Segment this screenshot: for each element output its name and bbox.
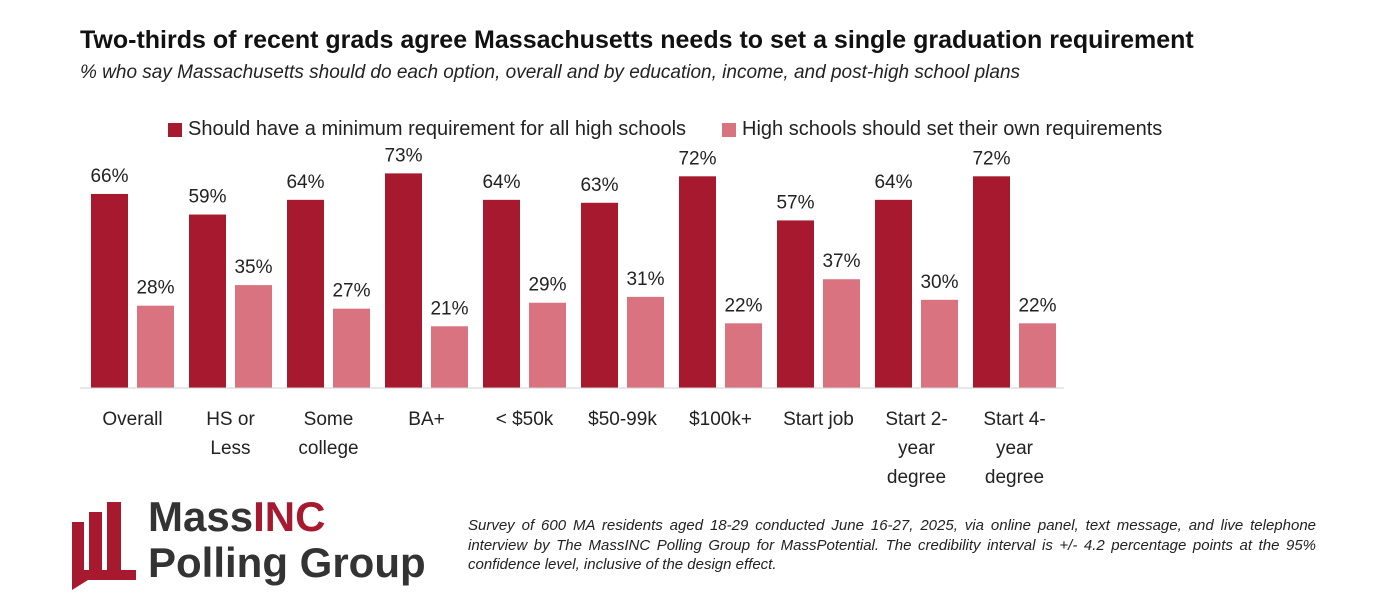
- data-label-own-3: 21%: [430, 298, 468, 319]
- legend-swatch-own: [722, 122, 737, 137]
- bar-minimum-0: [91, 193, 128, 388]
- category-label-2-line-1: college: [298, 438, 358, 459]
- data-label-own-9: 22%: [1018, 295, 1056, 316]
- data-label-own-8: 30%: [920, 272, 958, 293]
- data-label-minimum-7: 57%: [776, 192, 814, 213]
- bar-minimum-7: [777, 220, 814, 388]
- category-label-9-line-1: year: [996, 438, 1034, 459]
- category-label-1-line-0: HS or: [206, 409, 255, 430]
- legend: Should have a minimum requirement for al…: [168, 118, 1162, 141]
- bar-minimum-4: [483, 199, 520, 388]
- chart-title: Two-thirds of recent grads agree Massach…: [80, 26, 1194, 54]
- category-label-3-line-0: BA+: [408, 409, 444, 430]
- data-label-own-1: 35%: [234, 257, 272, 278]
- data-label-minimum-5: 63%: [580, 175, 618, 196]
- data-label-minimum-4: 64%: [482, 172, 520, 193]
- legend-item-own: High schools should set their own requir…: [722, 118, 1162, 141]
- bar-minimum-6: [679, 176, 716, 388]
- data-label-own-5: 31%: [626, 269, 664, 290]
- logo-text-inc: INC: [253, 493, 326, 540]
- bar-minimum-3: [385, 173, 422, 388]
- bar-own-8: [921, 299, 958, 388]
- bar-chart: 66% 28% Overall 59% 35% HS or Less 64% 27% Some co…: [80, 145, 1064, 488]
- bar-minimum-8: [875, 199, 912, 388]
- category-label-9-line-2: degree: [985, 467, 1044, 488]
- category-label-7-line-0: Start job: [783, 409, 854, 430]
- data-label-own-2: 27%: [332, 281, 370, 302]
- bar-own-9: [1019, 323, 1056, 388]
- bar-minimum-2: [287, 199, 324, 388]
- data-label-own-7: 37%: [822, 251, 860, 272]
- legend-item-minimum: Should have a minimum requirement for al…: [168, 118, 686, 141]
- category-label-2-line-0: Some: [304, 409, 354, 430]
- bar-minimum-1: [189, 214, 226, 388]
- category-label-0-line-0: Overall: [102, 409, 162, 430]
- data-label-minimum-8: 64%: [874, 172, 912, 193]
- data-label-minimum-9: 72%: [972, 148, 1010, 169]
- category-label-8-line-1: year: [898, 438, 936, 459]
- category-label-9-line-0: Start 4-: [983, 409, 1045, 430]
- bar-own-2: [333, 308, 370, 388]
- bar-own-7: [823, 279, 860, 388]
- data-label-own-4: 29%: [528, 275, 566, 296]
- data-label-minimum-6: 72%: [678, 148, 716, 169]
- legend-label-minimum: Should have a minimum requirement for al…: [188, 118, 687, 140]
- chart-subtitle: % who say Massachusetts should do each o…: [80, 62, 1021, 83]
- logo-text-polling-group: Polling Group: [148, 539, 426, 586]
- bar-own-0: [137, 305, 174, 388]
- bar-own-5: [627, 296, 664, 388]
- bar-own-3: [431, 326, 468, 388]
- bar-minimum-9: [973, 176, 1010, 388]
- data-label-own-6: 22%: [724, 295, 762, 316]
- data-label-minimum-3: 73%: [384, 145, 422, 166]
- legend-swatch-minimum: [168, 122, 182, 137]
- bar-own-6: [725, 323, 762, 388]
- category-label-8-line-0: Start 2-: [885, 409, 947, 430]
- category-label-5-line-0: $50-99k: [588, 409, 657, 430]
- bar-minimum-5: [581, 202, 618, 388]
- methodology-footnote: Survey of 600 MA residents aged 18-29 co…: [468, 517, 1316, 573]
- data-label-own-0: 28%: [136, 278, 174, 299]
- legend-label-own: High schools should set their own requir…: [742, 118, 1163, 140]
- data-label-minimum-0: 66%: [90, 166, 128, 187]
- category-label-1-line-1: Less: [210, 438, 250, 459]
- bar-own-1: [235, 285, 272, 388]
- data-label-minimum-2: 64%: [286, 172, 324, 193]
- logo-wordmark: MassINC Polling Group: [148, 496, 426, 584]
- category-label-4-line-0: < $50k: [496, 409, 554, 430]
- category-label-6-line-0: $100k+: [689, 409, 752, 430]
- logo-text-mass: Mass: [148, 493, 254, 540]
- data-label-minimum-1: 59%: [188, 187, 226, 208]
- category-label-8-line-2: degree: [887, 467, 946, 488]
- massinc-logo: MassINC Polling Group: [70, 496, 450, 592]
- logo-bars-icon: [72, 502, 136, 590]
- bar-own-4: [529, 302, 566, 388]
